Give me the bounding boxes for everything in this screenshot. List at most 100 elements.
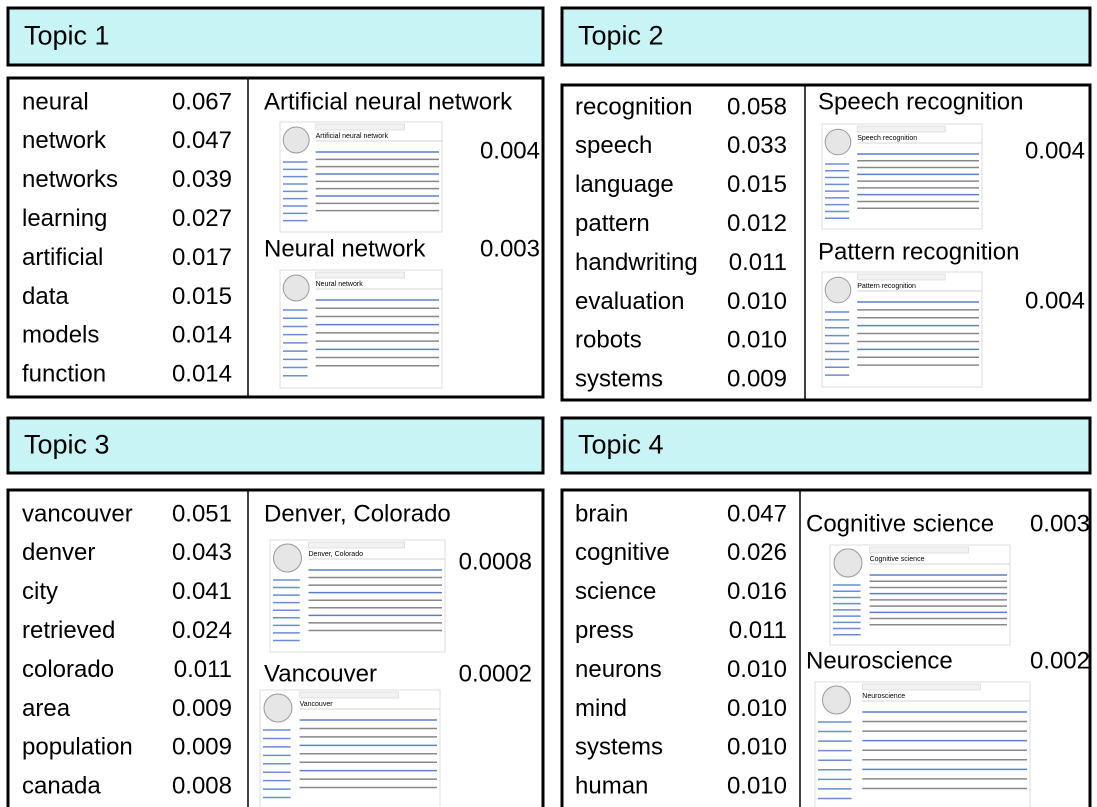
document-title: Neuroscience [806, 647, 953, 674]
topic-word: area [22, 695, 71, 722]
topic-title: Topic 4 [578, 430, 664, 460]
wiki-globe [825, 129, 851, 155]
topic-word: function [22, 361, 106, 388]
topic-word: robots [575, 327, 642, 354]
thumbnail-heading: Speech recognition [857, 135, 917, 142]
document-title: Artificial neural network [264, 88, 513, 115]
word-prob: 0.041 [172, 578, 232, 605]
page-thumbnail: Denver, Colorado [270, 540, 445, 652]
document-prob: 0.004 [1025, 137, 1085, 164]
word-prob: 0.058 [727, 93, 787, 120]
word-prob: 0.011 [729, 617, 787, 644]
topic-word: speech [575, 132, 652, 159]
topic-word: city [22, 578, 58, 605]
topic-word: handwriting [575, 249, 698, 276]
word-prob: 0.047 [172, 127, 232, 154]
topic-word: models [22, 322, 99, 349]
document-prob: 0.004 [1025, 287, 1085, 314]
wiki-globe [264, 694, 292, 722]
topic-word: retrieved [22, 617, 115, 644]
thumbnail-heading: Neuroscience [862, 693, 905, 700]
page-thumbnail: Neural network [280, 270, 442, 388]
topic-word: systems [575, 734, 663, 761]
topic-body: recognition 0.058 speech 0.033 language 0.015… [575, 88, 1085, 392]
wiki-globe [283, 275, 309, 301]
word-prob: 0.016 [727, 578, 787, 605]
topic-word: human [575, 773, 648, 800]
topic-title: Topic 1 [24, 21, 110, 51]
wiki-globe [274, 544, 302, 572]
thumbnail-heading: Denver, Colorado [309, 551, 364, 558]
word-prob: 0.043 [172, 539, 232, 566]
thumbnail-heading: Neural network [316, 281, 364, 288]
document-title: Neural network [264, 235, 426, 262]
document-prob: 0.0002 [459, 660, 532, 687]
thumbnail-tabs [316, 272, 405, 278]
topic-word: mind [575, 695, 627, 722]
thumbnail-tabs [862, 684, 980, 690]
document-title: Pattern recognition [818, 238, 1019, 265]
topic-word: networks [22, 166, 118, 193]
topic-word: artificial [22, 244, 103, 271]
topic-word: vancouver [22, 500, 133, 527]
topic-word: cognitive [575, 539, 670, 566]
word-prob: 0.011 [729, 249, 787, 276]
word-prob: 0.024 [172, 617, 232, 644]
topic-word: press [575, 617, 634, 644]
document-prob: 0.003 [1030, 510, 1090, 537]
word-prob: 0.039 [172, 166, 232, 193]
page-thumbnail: Vancouver [260, 690, 440, 807]
topic-word: science [575, 578, 656, 605]
document-prob: 0.002 [1030, 647, 1090, 674]
document-prob: 0.003 [480, 235, 540, 262]
word-prob: 0.047 [727, 500, 787, 527]
word-prob: 0.010 [727, 656, 787, 683]
thumbnail-tabs [857, 274, 945, 280]
word-prob: 0.010 [727, 773, 787, 800]
document-title: Vancouver [264, 660, 377, 687]
topic-title: Topic 3 [24, 430, 110, 460]
document-prob: 0.004 [480, 137, 540, 164]
document-title: Speech recognition [818, 88, 1023, 115]
word-prob: 0.010 [727, 734, 787, 761]
word-prob: 0.008 [172, 773, 232, 800]
topic-word: learning [22, 205, 107, 232]
word-prob: 0.009 [172, 734, 232, 761]
topic-word: language [575, 171, 674, 198]
page-thumbnail: Neuroscience [815, 682, 1030, 807]
thumbnail-heading: Vancouver [300, 701, 334, 708]
document-prob: 0.0008 [459, 548, 532, 575]
topic-word: network [22, 127, 107, 154]
topic-word: systems [575, 366, 663, 393]
word-prob: 0.017 [172, 244, 232, 271]
topic-word: brain [575, 500, 628, 527]
word-prob: 0.033 [727, 132, 787, 159]
thumbnail-heading: Artificial neural network [316, 133, 389, 140]
word-prob: 0.051 [172, 500, 232, 527]
wiki-globe [834, 549, 862, 577]
document-title: Denver, Colorado [264, 500, 451, 527]
word-prob: 0.015 [727, 171, 787, 198]
topic-body: vancouver 0.051 denver 0.043 city 0.041 retrie… [22, 500, 532, 807]
word-prob: 0.010 [727, 695, 787, 722]
topic-title: Topic 2 [578, 21, 664, 51]
wiki-globe [823, 686, 851, 714]
topic-word: population [22, 734, 133, 761]
word-prob: 0.011 [174, 656, 232, 683]
page-thumbnail: Cognitive science [830, 545, 1010, 645]
topic-word: denver [22, 539, 95, 566]
topic-word: recognition [575, 93, 692, 120]
word-prob: 0.067 [172, 88, 232, 115]
topic-word: evaluation [575, 288, 684, 315]
word-prob: 0.009 [727, 366, 787, 393]
topic-body: neural 0.067 network 0.047 networks 0.039 lear… [22, 88, 540, 388]
word-prob: 0.014 [172, 361, 232, 388]
word-prob: 0.009 [172, 695, 232, 722]
wiki-globe [825, 277, 851, 303]
topic-word: neural [22, 88, 89, 115]
topic-word: canada [22, 773, 101, 800]
wiki-globe [283, 127, 309, 153]
word-prob: 0.010 [727, 288, 787, 315]
thumbnail-tabs [300, 692, 399, 698]
thumbnail-heading: Cognitive science [870, 556, 925, 563]
